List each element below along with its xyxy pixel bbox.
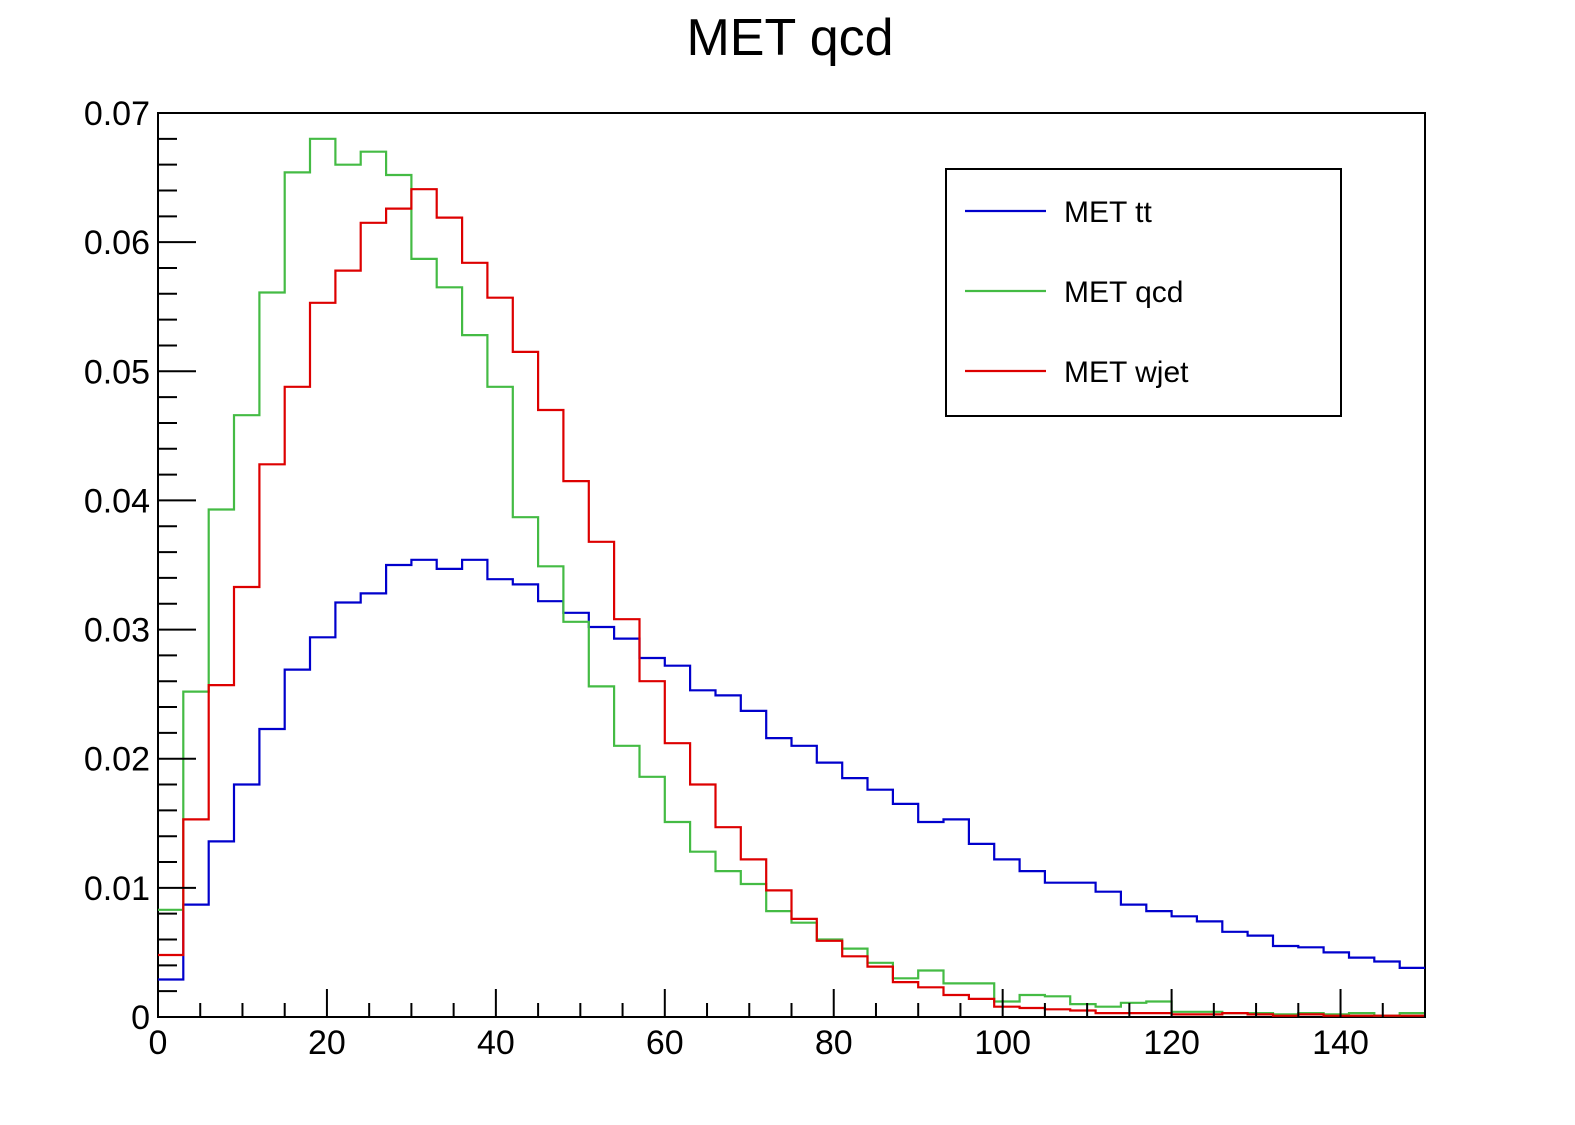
x-tick-label: 140 [1312,1024,1369,1062]
legend-label-met-tt: MET tt [1064,196,1152,229]
x-tick-label: 80 [815,1024,853,1062]
legend-label-met-wjet: MET wjet [1064,356,1189,389]
y-tick-label: 0.04 [84,482,150,520]
y-tick-label: 0.07 [84,95,150,133]
y-tick-label: 0.03 [84,612,150,650]
x-tick-label: 0 [149,1024,168,1062]
legend-label-met-qcd: MET qcd [1064,276,1184,309]
y-tick-label: 0 [131,999,150,1037]
y-tick-label: 0.05 [84,353,150,391]
x-tick-label: 120 [1143,1024,1200,1062]
x-tick-label: 100 [974,1024,1031,1062]
y-tick-label: 0.01 [84,870,150,908]
y-tick-label: 0.06 [84,224,150,262]
x-tick-label: 40 [477,1024,515,1062]
x-tick-label: 60 [646,1024,684,1062]
x-tick-label: 20 [308,1024,346,1062]
y-tick-label: 0.02 [84,741,150,779]
series-line-met-tt [158,558,1425,981]
chart-title: MET qcd [686,9,893,67]
series-line-met-qcd [158,137,1425,1017]
